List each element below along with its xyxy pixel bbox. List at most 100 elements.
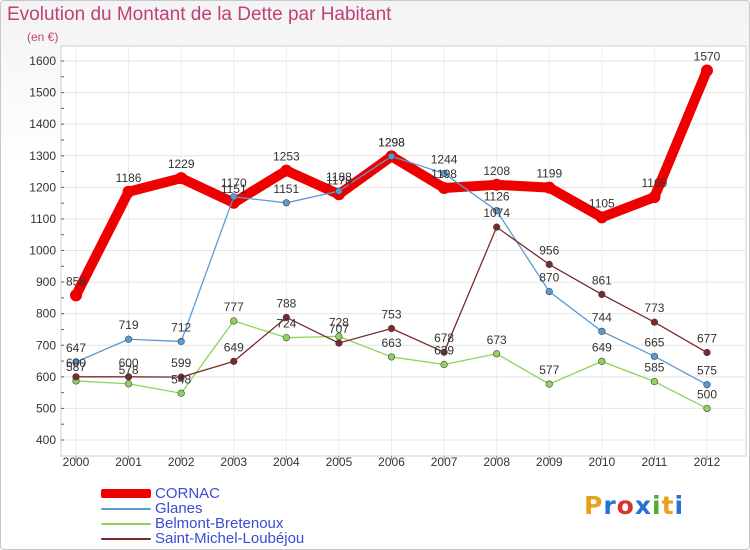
data-point	[72, 358, 80, 366]
data-label: 719	[119, 318, 139, 332]
data-label: 1298	[378, 135, 405, 149]
y-tick-label: 1400	[29, 117, 56, 131]
chart-subtitle: (en €)	[27, 30, 59, 44]
data-point	[493, 207, 501, 215]
legend-item: Glanes	[101, 501, 304, 516]
data-point	[280, 164, 293, 177]
data-point	[598, 327, 606, 335]
data-point	[703, 404, 711, 413]
data-point	[545, 260, 553, 268]
x-tick-label: 2000	[63, 455, 90, 469]
x-tick-label: 2008	[483, 455, 510, 469]
data-point	[545, 287, 553, 296]
y-tick-label: 600	[36, 370, 56, 384]
logo-letter: i	[652, 491, 662, 520]
y-tick-label: 800	[36, 307, 56, 321]
legend-item: Saint-Michel-Loubéjou	[101, 531, 304, 546]
y-tick-label: 1000	[29, 244, 56, 258]
data-point	[335, 187, 343, 195]
data-label: 728	[329, 315, 349, 329]
data-point	[493, 223, 501, 231]
data-label: 1151	[273, 182, 299, 196]
x-tick-label: 2009	[536, 455, 563, 469]
legend-item: CORNAC	[101, 486, 304, 501]
data-point	[703, 381, 711, 389]
data-label: 575	[697, 364, 717, 378]
data-label: 548	[171, 372, 191, 386]
logo-letter: i	[674, 491, 685, 520]
y-tick-label: 1300	[29, 149, 56, 163]
data-point	[177, 389, 185, 397]
data-point	[124, 373, 133, 381]
data-label: 585	[644, 361, 664, 375]
data-label: 600	[119, 356, 139, 370]
data-point	[650, 377, 659, 386]
logo-letter: P	[584, 491, 604, 520]
data-label: 1198	[431, 167, 457, 181]
data-point	[703, 348, 711, 357]
data-label: 870	[539, 271, 559, 285]
data-label: 1170	[221, 176, 247, 190]
data-label: 673	[487, 333, 507, 347]
data-point	[335, 339, 343, 347]
data-label: 1199	[536, 167, 562, 181]
data-point	[440, 360, 448, 369]
x-tick-label: 2006	[378, 455, 405, 469]
data-label: 1105	[589, 196, 615, 210]
legend-swatch	[101, 489, 151, 498]
x-tick-label: 2011	[642, 455, 668, 469]
data-label: 678	[434, 331, 454, 345]
data-label: 647	[66, 341, 86, 355]
data-label: 1298	[378, 135, 405, 149]
data-point	[387, 353, 396, 361]
data-point	[230, 357, 238, 365]
x-tick-label: 2007	[431, 455, 458, 469]
data-label: 587	[66, 360, 86, 374]
data-point	[282, 199, 290, 207]
data-label: 600	[66, 356, 86, 370]
data-point	[648, 191, 661, 204]
data-point	[598, 357, 606, 365]
data-point	[177, 337, 185, 346]
data-point	[493, 350, 501, 358]
data-label: 599	[171, 356, 191, 370]
x-tick-label: 2010	[588, 455, 615, 469]
x-tick-label: 2004	[273, 455, 300, 469]
data-point	[124, 380, 133, 388]
data-label: 1186	[116, 171, 142, 185]
data-point	[440, 348, 448, 356]
data-label: 712	[171, 320, 191, 334]
data-point	[387, 152, 396, 160]
logo-letter: r	[603, 491, 617, 520]
data-point	[438, 181, 451, 194]
data-point	[72, 373, 80, 381]
data-point	[122, 185, 135, 198]
x-tick-label: 2005	[326, 455, 353, 469]
data-label: 639	[434, 344, 454, 358]
data-point	[440, 169, 448, 178]
data-label: 1244	[431, 152, 458, 166]
data-point	[490, 178, 503, 191]
y-tick-label: 1600	[29, 54, 56, 68]
data-point	[595, 211, 608, 224]
legend-swatch	[101, 522, 151, 525]
legend-label: Glanes	[155, 500, 203, 517]
x-tick-label: 2001	[115, 455, 142, 469]
data-label: 663	[381, 336, 401, 350]
data-label: 649	[224, 340, 244, 354]
data-point	[598, 290, 606, 299]
legend-swatch	[101, 507, 151, 510]
data-point	[650, 352, 659, 360]
legend-label: Belmont-Bretenoux	[155, 515, 284, 532]
legend-label: CORNAC	[155, 485, 221, 502]
legend-label: Saint-Michel-Loubéjou	[155, 530, 305, 547]
y-tick-label: 1100	[30, 212, 56, 226]
y-tick-label: 400	[36, 433, 56, 447]
data-point	[70, 289, 82, 302]
x-tick-label: 2002	[168, 455, 195, 469]
legend-item: Belmont-Bretenoux	[101, 516, 304, 531]
data-label: 1074	[483, 206, 510, 220]
data-point	[177, 373, 185, 381]
data-label: 1188	[326, 170, 352, 184]
x-tick-label: 2012	[694, 455, 721, 469]
